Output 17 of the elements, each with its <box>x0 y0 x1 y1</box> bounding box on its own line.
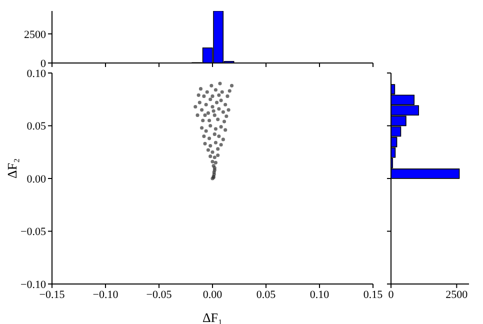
x-tick-label: −0.10 <box>92 288 119 301</box>
y-tick-label: 0.00 <box>26 173 46 186</box>
x-tick-label: 0.15 <box>363 288 384 301</box>
x-tick-label: −0.05 <box>146 288 172 301</box>
y-tick-label: 0.10 <box>26 68 46 80</box>
y-axis-title: ΔF₂ <box>4 158 20 178</box>
y-tick-label: 2500 <box>24 28 46 41</box>
y-tick-label: 0 <box>40 58 46 70</box>
y-tick-label: −0.10 <box>20 278 46 291</box>
x-tick-label: 0.00 <box>202 288 223 301</box>
x-tick-label: −0.15 <box>39 288 66 301</box>
x-tick-label: 2500 <box>446 288 468 301</box>
x-tick-label: 0 <box>388 288 394 301</box>
y-tick-label: 0.05 <box>26 120 46 133</box>
x-tick-label: 0.05 <box>256 288 276 301</box>
x-tick-label: 0.10 <box>310 288 330 301</box>
y-tick-label: −0.05 <box>20 226 46 238</box>
